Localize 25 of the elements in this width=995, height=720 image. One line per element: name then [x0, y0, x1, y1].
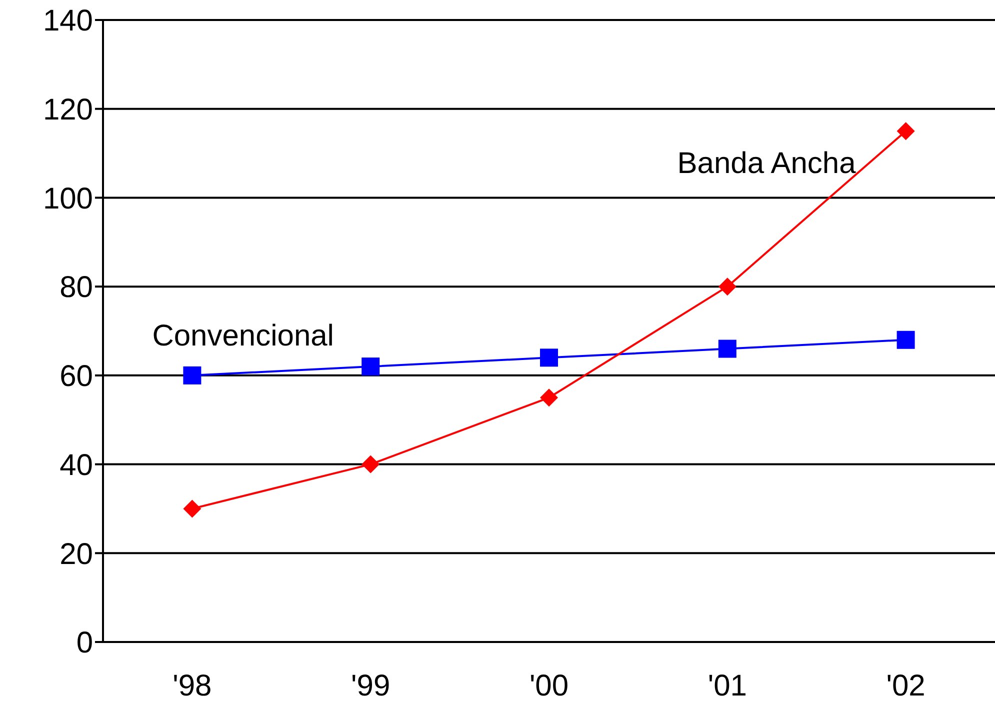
y-tick-label: 120	[42, 94, 93, 127]
y-tick-label: 80	[60, 271, 93, 304]
point	[183, 366, 202, 384]
y-tick-label: 20	[60, 538, 93, 571]
y-tick-label: 0	[76, 626, 93, 660]
x-tick-label: '02	[886, 669, 926, 702]
y-tick-label: 140	[42, 4, 93, 38]
point	[540, 348, 558, 367]
x-tick-label: '98	[172, 669, 212, 702]
point	[718, 278, 736, 296]
point	[896, 330, 915, 349]
point	[896, 122, 915, 140]
point	[540, 388, 558, 407]
point	[183, 500, 202, 518]
x-tick-label: '00	[529, 669, 569, 702]
point	[362, 455, 380, 474]
point	[718, 340, 736, 358]
series-label: Convencional	[152, 319, 334, 352]
y-tick-label: 60	[60, 360, 93, 394]
y-tick-label: 40	[60, 448, 93, 482]
x-tick-label: '01	[708, 669, 747, 702]
x-tick-label: '99	[351, 669, 390, 702]
y-tick-label: 100	[42, 182, 93, 216]
point	[362, 358, 380, 376]
series-label: Banda Ancha	[677, 147, 856, 180]
